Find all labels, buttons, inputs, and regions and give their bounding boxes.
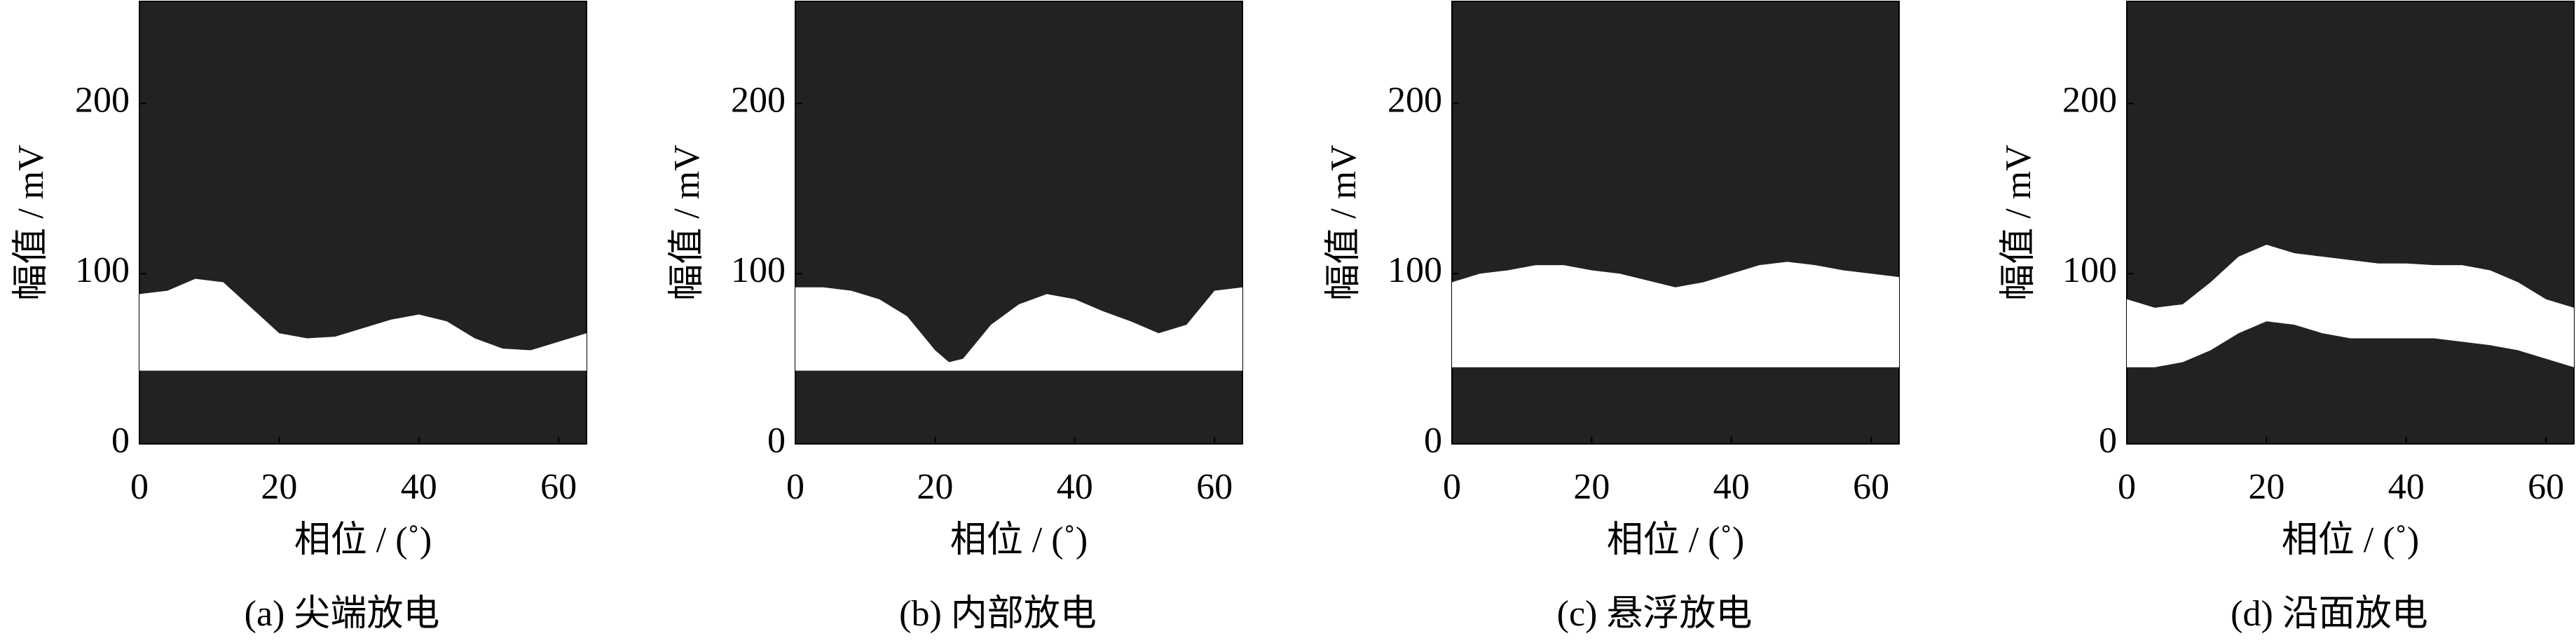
x-tick-label: 60 — [540, 467, 577, 507]
y-axis-label: 幅值 / mV — [667, 144, 707, 300]
y-tick-label: 0 — [2099, 421, 2117, 461]
x-tick-label: 20 — [261, 467, 297, 507]
x-axis-label: 相位 / (˚) — [950, 520, 1088, 560]
band — [139, 278, 587, 371]
x-tick-label: 0 — [1443, 467, 1461, 507]
x-tick-label: 20 — [1573, 467, 1610, 507]
plot-area — [139, 1, 587, 445]
plot-area — [795, 1, 1243, 445]
y-tick-label: 100 — [731, 250, 786, 290]
y-tick-label: 200 — [1388, 81, 1442, 121]
caption: (b) 内部放电 — [899, 594, 1097, 634]
caption: (a) 尖端放电 — [245, 594, 440, 634]
x-tick-label: 60 — [1853, 467, 1889, 507]
x-tick-label: 40 — [1713, 467, 1750, 507]
x-tick-label: 40 — [1057, 467, 1093, 507]
y-tick-label: 100 — [1388, 250, 1442, 290]
y-tick-label: 200 — [75, 81, 130, 121]
caption: (c) 悬浮放电 — [1557, 594, 1753, 634]
x-tick-label: 0 — [786, 467, 804, 507]
x-tick-label: 60 — [1196, 467, 1233, 507]
x-axis-label: 相位 / (˚) — [1607, 520, 1744, 560]
y-tick-label: 0 — [111, 421, 130, 461]
y-tick-label: 0 — [767, 421, 786, 461]
y-tick-label: 100 — [75, 250, 130, 290]
y-axis-label: 幅值 / mV — [1324, 144, 1364, 300]
y-tick-label: 200 — [731, 81, 786, 121]
x-axis-label: 相位 / (˚) — [294, 520, 432, 560]
x-tick-label: 40 — [2388, 467, 2425, 507]
x-axis-label: 相位 / (˚) — [2282, 520, 2419, 560]
band — [1452, 262, 1899, 367]
x-tick-label: 20 — [2248, 467, 2284, 507]
x-tick-label: 60 — [2528, 467, 2564, 507]
caption: (d) 沿面放电 — [2231, 594, 2428, 634]
x-tick-label: 0 — [2118, 467, 2136, 507]
y-tick-label: 100 — [2062, 250, 2117, 290]
band — [2127, 245, 2574, 367]
y-axis-label: 幅值 / mV — [11, 144, 51, 300]
plot-area — [1451, 1, 1900, 445]
x-tick-label: 20 — [917, 467, 953, 507]
band — [795, 287, 1242, 371]
y-tick-label: 0 — [1424, 421, 1442, 461]
y-axis-label: 幅值 / mV — [1999, 144, 2039, 300]
x-tick-label: 40 — [401, 467, 437, 507]
y-tick-label: 200 — [2062, 81, 2117, 121]
plot-area — [2126, 1, 2575, 445]
x-tick-label: 0 — [130, 467, 149, 507]
